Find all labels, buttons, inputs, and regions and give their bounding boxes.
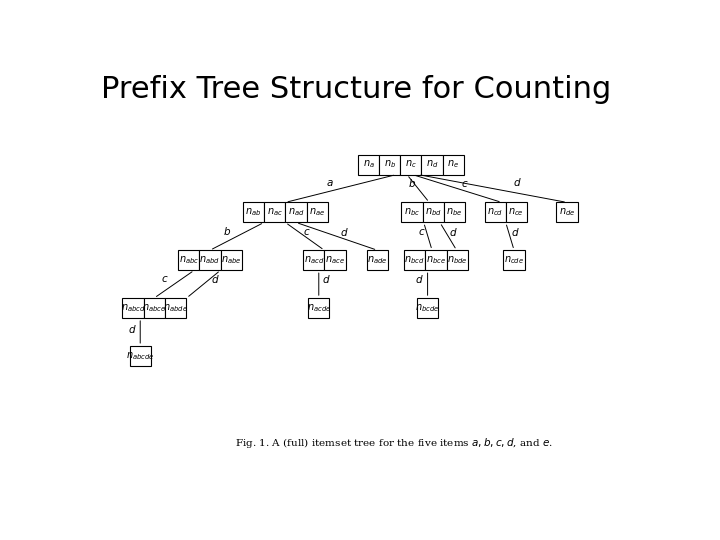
Text: $n_{abce}$: $n_{abce}$ [142,302,166,314]
Text: $n_{b}$: $n_{b}$ [384,159,396,171]
Text: $n_{ab}$: $n_{ab}$ [246,206,261,218]
FancyBboxPatch shape [243,202,264,222]
Text: $d$: $d$ [340,226,348,238]
Text: $b$: $b$ [408,177,417,189]
Text: $d$: $d$ [513,176,521,188]
Text: $n_{e}$: $n_{e}$ [447,159,459,171]
Text: Fig. 1. A (full) itemset tree for the five items $a, b, c, d$, and $e$.: Fig. 1. A (full) itemset tree for the fi… [235,436,553,450]
Text: $n_{abcd}$: $n_{abcd}$ [120,302,145,314]
FancyBboxPatch shape [122,298,143,318]
FancyBboxPatch shape [505,202,527,222]
FancyBboxPatch shape [285,202,307,222]
FancyBboxPatch shape [379,154,400,174]
Text: $n_{bce}$: $n_{bce}$ [426,254,446,266]
Text: Prefix Tree Structure for Counting: Prefix Tree Structure for Counting [101,75,611,104]
Text: $d$: $d$ [449,226,458,238]
Text: $n_{acde}$: $n_{acde}$ [307,302,331,314]
FancyBboxPatch shape [417,298,438,318]
Text: $n_{abcde}$: $n_{abcde}$ [126,350,155,362]
FancyBboxPatch shape [165,298,186,318]
Text: $c$: $c$ [302,227,310,237]
Text: $d$: $d$ [127,323,136,335]
Text: $n_{be}$: $n_{be}$ [446,206,462,218]
FancyBboxPatch shape [404,250,426,270]
FancyBboxPatch shape [220,250,242,270]
FancyBboxPatch shape [358,154,379,174]
FancyBboxPatch shape [130,346,150,366]
Text: $n_{c}$: $n_{c}$ [405,159,417,171]
Text: $d$: $d$ [511,226,520,238]
FancyBboxPatch shape [324,250,346,270]
Text: $n_{a}$: $n_{a}$ [362,159,374,171]
Text: $n_{ace}$: $n_{ace}$ [325,254,345,266]
Text: $n_{abde}$: $n_{abde}$ [163,302,188,314]
Text: $n_{de}$: $n_{de}$ [559,206,575,218]
Text: $b$: $b$ [222,225,230,237]
FancyBboxPatch shape [423,202,444,222]
FancyBboxPatch shape [143,298,165,318]
FancyBboxPatch shape [426,250,446,270]
Text: $n_{bde}$: $n_{bde}$ [447,254,467,266]
FancyBboxPatch shape [178,250,199,270]
Text: $n_{abd}$: $n_{abd}$ [199,254,220,266]
FancyBboxPatch shape [444,202,465,222]
FancyBboxPatch shape [199,250,220,270]
Text: $n_{ce}$: $n_{ce}$ [508,206,524,218]
FancyBboxPatch shape [421,154,443,174]
Text: $n_{ae}$: $n_{ae}$ [309,206,325,218]
Text: $d$: $d$ [415,273,424,285]
FancyBboxPatch shape [503,250,525,270]
FancyBboxPatch shape [264,202,285,222]
Text: $c$: $c$ [161,274,168,285]
FancyBboxPatch shape [557,202,577,222]
Text: $n_{bc}$: $n_{bc}$ [404,206,420,218]
FancyBboxPatch shape [308,298,329,318]
Text: $n_{acd}$: $n_{acd}$ [304,254,324,266]
FancyBboxPatch shape [443,154,464,174]
Text: $c$: $c$ [462,179,469,188]
Text: $d$: $d$ [323,273,331,285]
Text: $d$: $d$ [211,273,220,285]
Text: $n_{bcde}$: $n_{bcde}$ [415,302,440,314]
FancyBboxPatch shape [485,202,505,222]
Text: $n_{ac}$: $n_{ac}$ [266,206,283,218]
FancyBboxPatch shape [401,202,423,222]
Text: $n_{abc}$: $n_{abc}$ [179,254,199,266]
Text: $n_{bcd}$: $n_{bcd}$ [405,254,425,266]
Text: $n_{cde}$: $n_{cde}$ [504,254,524,266]
Text: $a$: $a$ [326,178,334,188]
FancyBboxPatch shape [400,154,421,174]
Text: $n_{cd}$: $n_{cd}$ [487,206,503,218]
Text: $n_{bd}$: $n_{bd}$ [425,206,441,218]
FancyBboxPatch shape [303,250,324,270]
Text: $n_{abe}$: $n_{abe}$ [221,254,241,266]
FancyBboxPatch shape [366,250,388,270]
Text: $n_{ad}$: $n_{ad}$ [287,206,305,218]
FancyBboxPatch shape [446,250,468,270]
Text: $n_{ade}$: $n_{ade}$ [367,254,387,266]
FancyBboxPatch shape [307,202,328,222]
Text: $c$: $c$ [418,227,426,237]
Text: $n_{d}$: $n_{d}$ [426,159,438,171]
